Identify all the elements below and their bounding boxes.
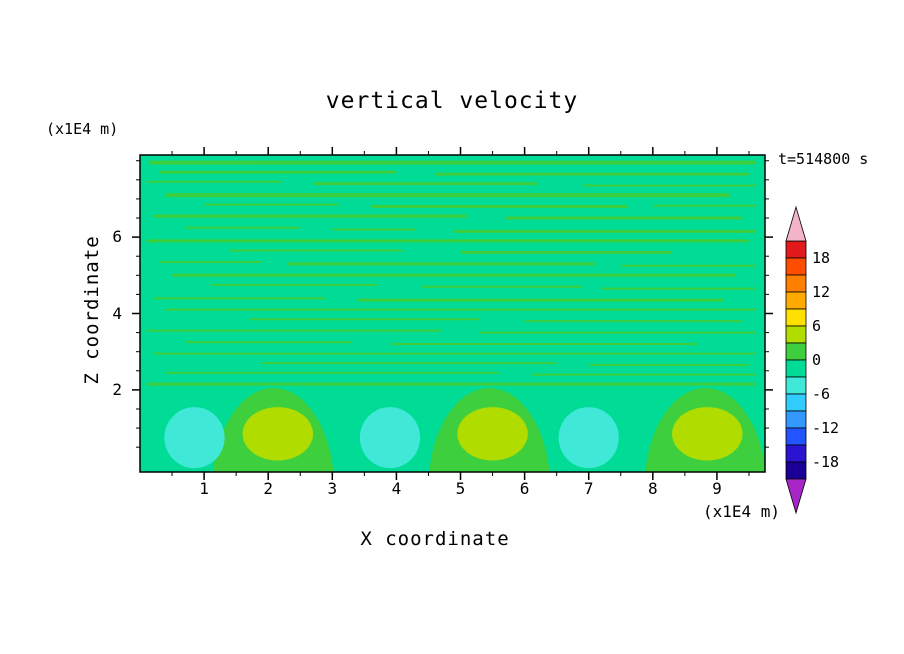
streak <box>620 264 756 267</box>
y-tick-label: 4 <box>112 303 122 323</box>
streak <box>152 297 326 300</box>
colorbar-segment <box>785 427 807 446</box>
colorbar-tick-label: 6 <box>812 317 822 335</box>
streak <box>261 362 557 365</box>
x-axis-unit-label: (x1E4 m) <box>702 502 780 521</box>
x-tick-label: 8 <box>647 479 658 498</box>
streak <box>210 283 378 286</box>
colorbar <box>785 205 807 515</box>
axis-ticks <box>132 147 773 480</box>
streak <box>479 331 756 334</box>
streak <box>582 184 756 187</box>
time-stamp-label: t=514800 s <box>778 150 869 168</box>
streak <box>204 203 339 206</box>
colorbar-tick-label: 12 <box>812 283 831 301</box>
x-tick-label: 6 <box>519 479 530 498</box>
colorbar-segment <box>785 359 807 378</box>
x-tick-label: 1 <box>199 479 209 498</box>
x-tick-label: 2 <box>263 479 274 498</box>
streak <box>434 172 749 176</box>
streak <box>165 193 730 198</box>
streak <box>390 343 698 346</box>
colorbar-segment <box>785 240 807 259</box>
streak <box>332 228 416 231</box>
streak <box>505 216 743 220</box>
streak <box>152 214 467 218</box>
y-axis-unit-label: (x1E4 m) <box>46 120 119 138</box>
chart-title: vertical velocity <box>325 88 579 114</box>
streak <box>601 287 756 290</box>
colorbar-segment <box>785 342 807 361</box>
streak <box>184 226 301 229</box>
streak <box>229 249 403 252</box>
colorbar-segment <box>785 274 807 293</box>
colorbar-segment <box>785 291 807 310</box>
streak <box>146 382 756 386</box>
streak <box>531 373 756 376</box>
x-axis-title: X coordinate <box>360 528 510 550</box>
streak <box>524 320 743 323</box>
streak <box>146 329 442 332</box>
downdraft-blob <box>164 407 225 469</box>
streak <box>652 204 756 207</box>
x-tick-label: 5 <box>455 479 466 498</box>
streak <box>172 273 737 277</box>
plot-area <box>140 155 765 472</box>
downdraft-cells <box>164 407 619 469</box>
colorbar-segment <box>785 376 807 395</box>
colorbar-over-arrow <box>785 205 807 242</box>
streak <box>357 298 724 302</box>
colorbar-tick-label: -12 <box>812 419 840 437</box>
downdraft-blob <box>558 407 619 469</box>
colorbar-segment <box>785 444 807 463</box>
streak <box>146 239 749 243</box>
colorbar-tick-label: 18 <box>812 249 831 267</box>
colorbar-segment <box>785 257 807 276</box>
streak <box>422 285 583 288</box>
streak <box>184 341 352 344</box>
streak <box>588 364 749 367</box>
streak <box>287 262 596 266</box>
y-tick-label: 6 <box>112 227 122 247</box>
colorbar-segment <box>785 393 807 412</box>
streak <box>313 182 538 186</box>
streak-contours <box>146 160 756 386</box>
streak <box>152 352 756 355</box>
updraft-cells <box>213 388 765 472</box>
colorbar-segment <box>785 325 807 344</box>
colorbar-segment <box>785 461 807 480</box>
y-tick-label: 2 <box>112 379 122 399</box>
downdraft-blob <box>359 407 421 469</box>
colorbar-tick-label: -6 <box>812 385 831 403</box>
streak <box>454 229 756 233</box>
streak <box>146 180 282 183</box>
x-tick-label: 7 <box>583 479 594 498</box>
colorbar-tick-label: -18 <box>812 453 840 471</box>
updraft-core <box>457 407 528 461</box>
x-tick-label: 3 <box>327 479 338 498</box>
updraft-core <box>672 407 743 461</box>
streak <box>159 260 262 263</box>
streak <box>165 371 499 374</box>
colorbar-segment <box>785 410 807 429</box>
streak <box>159 170 397 174</box>
colorbar-under-arrow <box>785 478 807 515</box>
streak <box>149 160 756 165</box>
x-tick-label: 4 <box>391 479 402 498</box>
colorbar-tick-label: 0 <box>812 351 822 369</box>
streak <box>460 250 673 254</box>
colorbar-segment <box>785 308 807 327</box>
streak <box>165 308 756 311</box>
x-tick-label: 9 <box>712 479 722 498</box>
streak <box>370 205 628 209</box>
streak <box>248 318 480 321</box>
updraft-core <box>242 407 314 461</box>
